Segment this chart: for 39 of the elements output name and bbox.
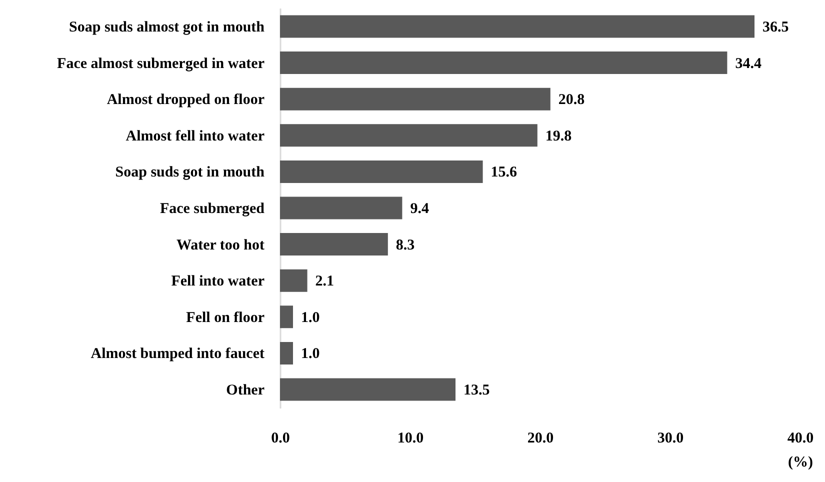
y-tick-label: Almost fell into water <box>126 128 265 144</box>
bar <box>280 15 754 38</box>
y-tick-label: Face almost submerged in water <box>57 56 265 72</box>
y-tick-label: Almost dropped on floor <box>106 92 265 108</box>
data-label: 1.0 <box>301 346 320 362</box>
y-tick-label: Water too hot <box>176 237 264 254</box>
data-label: 15.6 <box>490 164 518 181</box>
bar <box>280 269 308 292</box>
bar <box>280 306 293 328</box>
y-tick-label: Fell on floor <box>186 310 265 326</box>
bar <box>280 342 293 364</box>
data-label: 34.4 <box>735 56 762 72</box>
y-tick-label: Soap suds got in mouth <box>115 164 266 181</box>
y-tick-label: Fell into water <box>171 274 265 290</box>
data-label: 20.8 <box>558 92 585 108</box>
data-label: 8.3 <box>396 237 415 254</box>
y-tick-label: Face submerged <box>160 201 266 217</box>
y-tick-label: Other <box>226 382 265 398</box>
x-axis-title: (%) <box>788 454 813 470</box>
x-tick-label: 20.0 <box>527 430 554 446</box>
y-tick-label: Almost bumped into faucet <box>90 346 264 362</box>
data-label: 1.0 <box>301 310 320 326</box>
y-tick-label: Soap suds almost got in mouth <box>69 20 266 36</box>
bar <box>280 378 456 401</box>
bar <box>280 88 550 110</box>
data-label: 13.5 <box>464 382 490 398</box>
data-label: 9.4 <box>410 201 430 217</box>
bar <box>280 124 538 147</box>
data-label: 2.1 <box>315 274 334 290</box>
x-tick-label: 0.0 <box>271 430 290 446</box>
data-label: 36.5 <box>762 20 789 36</box>
x-tick-label: 30.0 <box>657 430 684 446</box>
bar <box>280 233 388 256</box>
data-label: 19.8 <box>545 128 572 144</box>
x-tick-label: 10.0 <box>397 430 424 446</box>
bar <box>280 52 728 74</box>
bar <box>280 196 402 220</box>
x-tick-label: 40.0 <box>787 430 814 446</box>
bar <box>280 160 483 183</box>
